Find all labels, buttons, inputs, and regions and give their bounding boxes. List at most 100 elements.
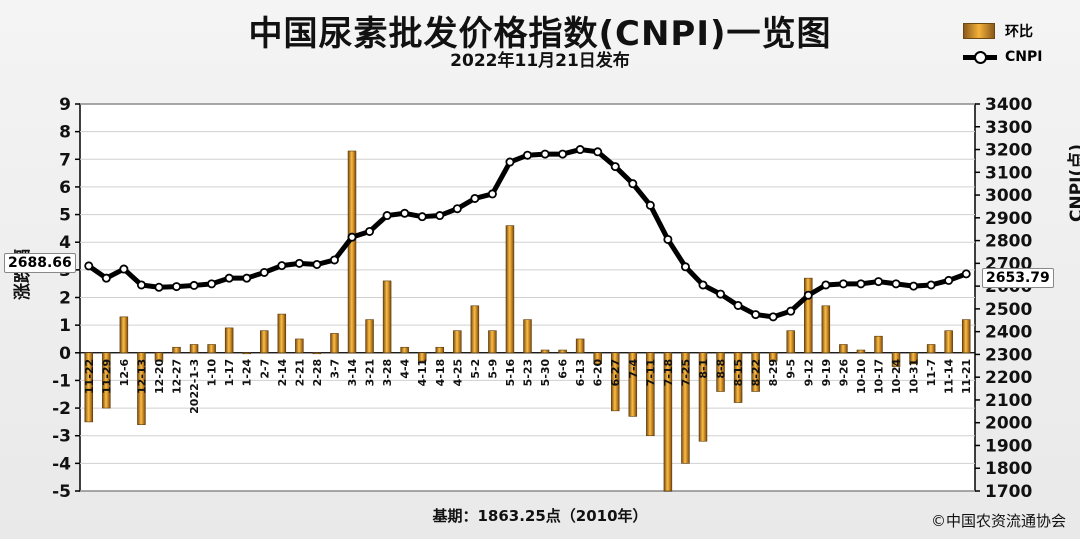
chart-subtitle: 2022年11月21日发布 — [450, 51, 630, 71]
copyright-note: ©中国农资流通协会 — [930, 512, 1066, 530]
change-bar — [540, 349, 550, 354]
x-category-label: 5-2 — [469, 359, 482, 379]
y-left-tick-label: 9 — [59, 95, 71, 115]
change-bar — [137, 352, 146, 425]
cnpi-point — [154, 282, 164, 292]
y-left-tick-label: -3 — [52, 427, 71, 447]
change-bar — [926, 344, 936, 354]
cnpi-point — [505, 157, 515, 167]
x-category-label: 11-14 — [943, 358, 956, 394]
change-bar — [663, 352, 673, 492]
change-bar — [207, 344, 216, 354]
y-right-tick-label: 2900 — [985, 209, 1032, 229]
x-category-label: 3-14 — [346, 358, 359, 386]
change-bar — [277, 313, 287, 354]
x-category-label: 8-8 — [715, 359, 728, 379]
x-category-label: 4-11 — [416, 359, 429, 387]
change-bar — [172, 346, 181, 354]
change-bar — [961, 319, 971, 354]
y-left-tick-label: 6 — [59, 178, 71, 198]
x-category-label: 5-9 — [486, 359, 499, 379]
change-bar — [558, 349, 567, 354]
change-bar — [400, 346, 409, 354]
change-bar — [435, 346, 445, 354]
cnpi-point — [277, 261, 287, 271]
change-bar — [102, 352, 111, 409]
change-bar — [681, 352, 690, 464]
x-category-label: 8-15 — [732, 359, 745, 387]
change-bar — [505, 225, 515, 354]
cnpi-point — [136, 280, 146, 290]
x-category-label: 2-21 — [293, 359, 306, 387]
change-bar — [84, 352, 94, 423]
cnpi-point — [189, 280, 199, 290]
change-bar — [751, 352, 760, 392]
y-right-tick-label: 2300 — [985, 345, 1032, 365]
x-category-label: 5-30 — [539, 358, 552, 386]
y-right-tick-label: 3300 — [985, 118, 1032, 138]
x-category-label: 5-23 — [522, 359, 535, 387]
cnpi-point — [733, 300, 743, 310]
y-left-tick-label: 8 — [59, 123, 71, 143]
y-left-tick-label: -5 — [52, 482, 71, 502]
cnpi-point — [751, 310, 761, 320]
cnpi-point — [926, 280, 936, 290]
cnpi-point — [944, 275, 954, 285]
change-bar — [154, 352, 164, 362]
cnpi-point — [84, 261, 94, 271]
base-period-note: 基期：1863.25点（2010年） — [432, 507, 648, 525]
cnpi-point — [838, 279, 848, 289]
cnpi-point — [540, 149, 550, 159]
x-category-label: 6-6 — [557, 358, 570, 378]
cnpi-point — [329, 255, 339, 265]
x-category-label: 10-31 — [908, 359, 921, 394]
change-bar — [382, 280, 392, 354]
x-category-label: 11-22 — [83, 359, 96, 394]
x-category-label: 2022-1-3 — [188, 359, 201, 414]
cnpi-point — [172, 282, 182, 292]
x-category-label: 10-24 — [890, 358, 903, 394]
x-category-label: 6-13 — [574, 359, 587, 387]
x-category-label: 10-17 — [872, 359, 885, 394]
change-bar — [628, 352, 638, 417]
y-right-tick-label: 1900 — [985, 436, 1032, 456]
cnpi-point — [610, 162, 620, 172]
change-bar — [856, 349, 866, 354]
x-category-label: 7-25 — [679, 359, 692, 387]
change-bar — [610, 352, 620, 412]
x-category-label: 6-20 — [592, 358, 605, 386]
x-category-label: 3-7 — [328, 359, 341, 379]
change-bar — [909, 352, 918, 365]
x-category-label: 12-27 — [171, 359, 184, 394]
y-right-tick-label: 3100 — [985, 163, 1032, 183]
cnpi-point — [821, 280, 831, 290]
change-bar — [786, 330, 795, 354]
y-right-tick-label: 2500 — [985, 300, 1032, 320]
x-category-label: 4-25 — [451, 359, 464, 387]
change-bar — [804, 277, 813, 354]
change-bar — [453, 330, 462, 354]
y-right-tick-label: 1800 — [985, 459, 1032, 479]
y-right-tick-label: 2800 — [985, 232, 1032, 252]
x-category-label: 11-7 — [925, 359, 938, 387]
x-category-label: 7-18 — [662, 359, 675, 387]
x-category-label: 1-10 — [206, 358, 219, 386]
cnpi-point — [856, 279, 866, 289]
y-right-tick-label: 3400 — [985, 95, 1032, 115]
legend: 环比 CNPI — [963, 18, 1068, 70]
x-category-label: 3-28 — [381, 359, 394, 387]
y-right-tick-label: 2400 — [985, 323, 1032, 343]
cnpi-point — [873, 277, 883, 287]
cnpi-point — [435, 211, 445, 221]
cnpi-point — [716, 289, 726, 299]
cnpi-point — [487, 189, 497, 199]
cnpi-point — [224, 273, 234, 283]
cnpi-point — [207, 279, 217, 289]
cnpi-point — [593, 147, 603, 157]
cnpi-point — [312, 259, 322, 269]
x-category-label: 9-12 — [802, 359, 815, 387]
cnpi-point — [575, 145, 585, 155]
legend-item-bar: 环比 — [963, 18, 1068, 44]
cnpi-point — [891, 279, 901, 289]
x-category-label: 9-26 — [837, 358, 850, 386]
